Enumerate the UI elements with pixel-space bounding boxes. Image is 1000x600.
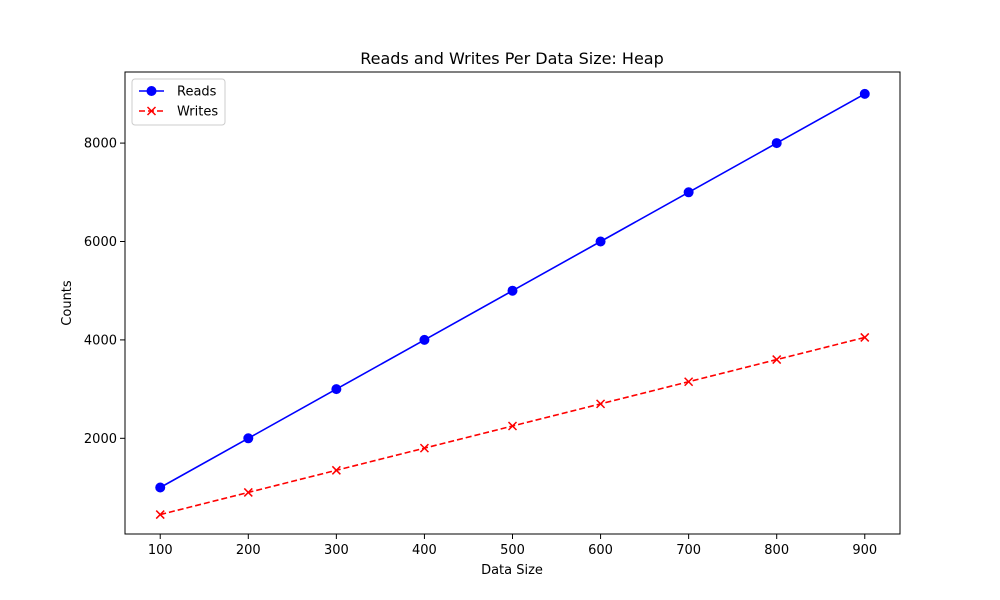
reads-point — [419, 334, 430, 345]
writes-point — [331, 465, 341, 475]
writes-point — [772, 355, 782, 365]
legend: Reads Writes — [131, 78, 226, 126]
reads-point — [243, 433, 254, 444]
legend-writes-marker-stroke-b — [146, 106, 157, 116]
writes-point — [596, 399, 606, 409]
legend-reads-label: Reads — [177, 85, 217, 100]
y-axis-label: Counts — [60, 280, 75, 326]
writes-point — [860, 332, 870, 342]
reads-point — [859, 88, 870, 99]
writes-point-stroke-b — [860, 332, 870, 342]
writes-point — [419, 443, 429, 453]
reads-point — [155, 482, 166, 493]
x-tick-label: 400 — [412, 543, 437, 558]
series-layer — [155, 88, 870, 520]
legend-reads-marker — [146, 86, 157, 96]
writes-point — [507, 421, 518, 431]
reads-point — [683, 187, 694, 198]
y-tick-label: 2000 — [84, 432, 117, 447]
x-tick-label: 300 — [324, 543, 349, 558]
x-axis-label: Data Size — [481, 563, 543, 578]
x-tick-label: 200 — [236, 543, 261, 558]
x-axis: 100 200 300 400 500 600 700 800 900 — [148, 534, 877, 558]
reads-point — [595, 236, 606, 247]
writes-point-stroke-b — [772, 355, 782, 365]
reads-point — [507, 285, 518, 296]
x-tick-label: 600 — [588, 543, 613, 558]
y-tick-label: 8000 — [84, 137, 117, 152]
x-tick-label: 100 — [148, 543, 173, 558]
legend-writes-marker — [146, 106, 157, 116]
writes-point-stroke-b — [155, 510, 165, 520]
y-tick-label: 6000 — [84, 235, 117, 250]
x-tick-label: 500 — [500, 543, 525, 558]
x-tick-label: 800 — [764, 543, 789, 558]
plot-frame — [124, 71, 901, 535]
y-tick-label: 4000 — [84, 333, 117, 348]
x-tick-label: 700 — [676, 543, 701, 558]
writes-point — [684, 377, 694, 387]
writes-point-stroke-b — [419, 443, 429, 453]
writes-point-stroke-b — [684, 377, 694, 387]
writes-point — [243, 487, 253, 497]
chart-title: Reads and Writes Per Data Size: Heap — [360, 49, 664, 68]
y-axis: 2000 4000 6000 8000 — [84, 137, 125, 447]
reads-point — [331, 384, 342, 395]
legend-writes-label: Writes — [177, 105, 218, 120]
reads-point — [771, 138, 782, 149]
writes-point — [155, 510, 165, 520]
writes-point-stroke-b — [596, 399, 606, 409]
writes-point-stroke-b — [331, 465, 341, 475]
writes-point-stroke-b — [243, 487, 253, 497]
writes-point-stroke-b — [507, 421, 518, 431]
x-tick-label: 900 — [852, 543, 877, 558]
